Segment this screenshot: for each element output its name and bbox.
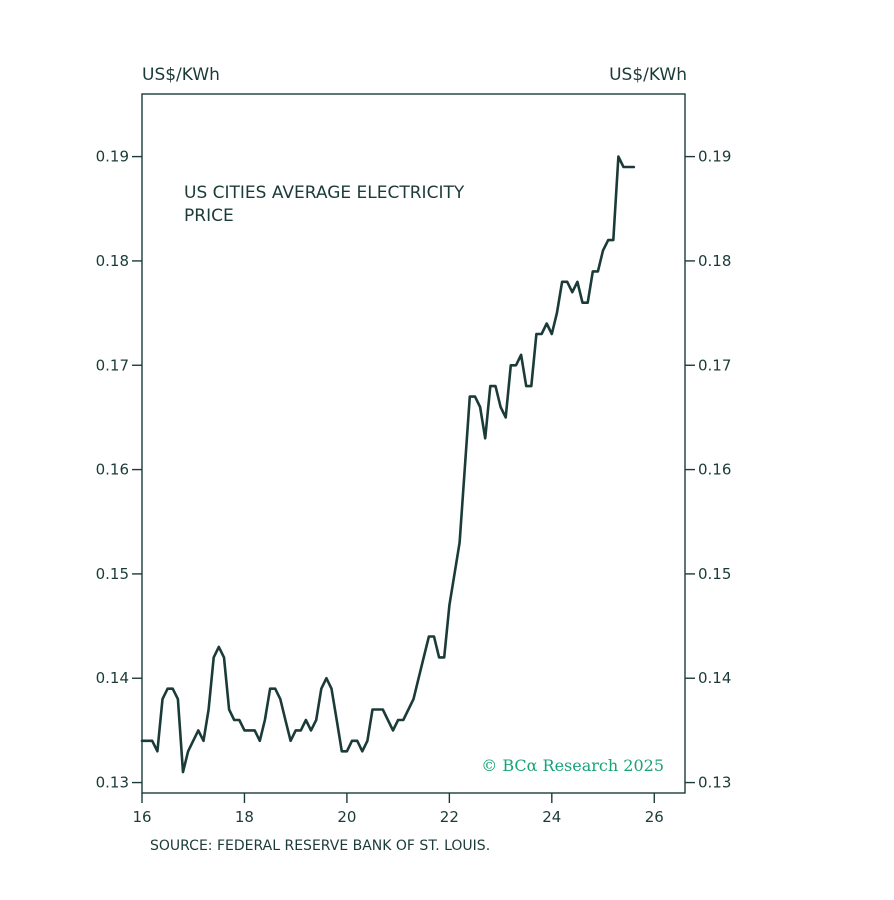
series-group [140, 155, 636, 774]
y-unit-right: US$/KWh [609, 65, 687, 85]
chart-title: US CITIES AVERAGE ELECTRICITY [184, 183, 465, 203]
x-tick-label: 26 [645, 808, 664, 826]
x-tick-label: 22 [440, 808, 459, 826]
y-tick-right-label: 0.14 [698, 669, 731, 687]
source-note: SOURCE: FEDERAL RESERVE BANK OF ST. LOUI… [150, 838, 490, 854]
copyright-credit: © BCα Research 2025 [481, 756, 664, 775]
x-tick-label: 24 [542, 808, 561, 826]
y-axis-right: 0.13 0.14 0.15 0.16 0.17 0.18 0.19 [685, 148, 731, 792]
y-tick-left-label: 0.15 [96, 565, 129, 583]
y-tick-left-label: 0.19 [96, 148, 129, 166]
x-tick-label: 16 [132, 808, 151, 826]
y-tick-right-label: 0.19 [698, 148, 731, 166]
x-tick-label: 18 [235, 808, 254, 826]
y-axis-left: 0.13 0.14 0.15 0.16 0.17 0.18 0.19 [96, 148, 142, 792]
x-tick-label: 20 [337, 808, 356, 826]
series-line [140, 155, 636, 774]
y-tick-right-label: 0.15 [698, 565, 731, 583]
y-tick-left-label: 0.16 [96, 461, 129, 479]
y-tick-left-label: 0.14 [96, 669, 129, 687]
y-tick-left-label: 0.17 [96, 356, 129, 374]
plot-frame [141, 93, 686, 794]
chart-title-line2: PRICE [184, 206, 234, 226]
x-axis: 16 18 20 22 24 26 [132, 793, 664, 826]
y-tick-left-label: 0.18 [96, 252, 129, 270]
y-tick-right-label: 0.16 [698, 461, 731, 479]
y-tick-right-label: 0.18 [698, 252, 731, 270]
y-tick-left-label: 0.13 [96, 774, 129, 792]
y-tick-right-label: 0.13 [698, 774, 731, 792]
y-unit-left: US$/KWh [142, 65, 220, 85]
y-tick-right-label: 0.17 [698, 356, 731, 374]
